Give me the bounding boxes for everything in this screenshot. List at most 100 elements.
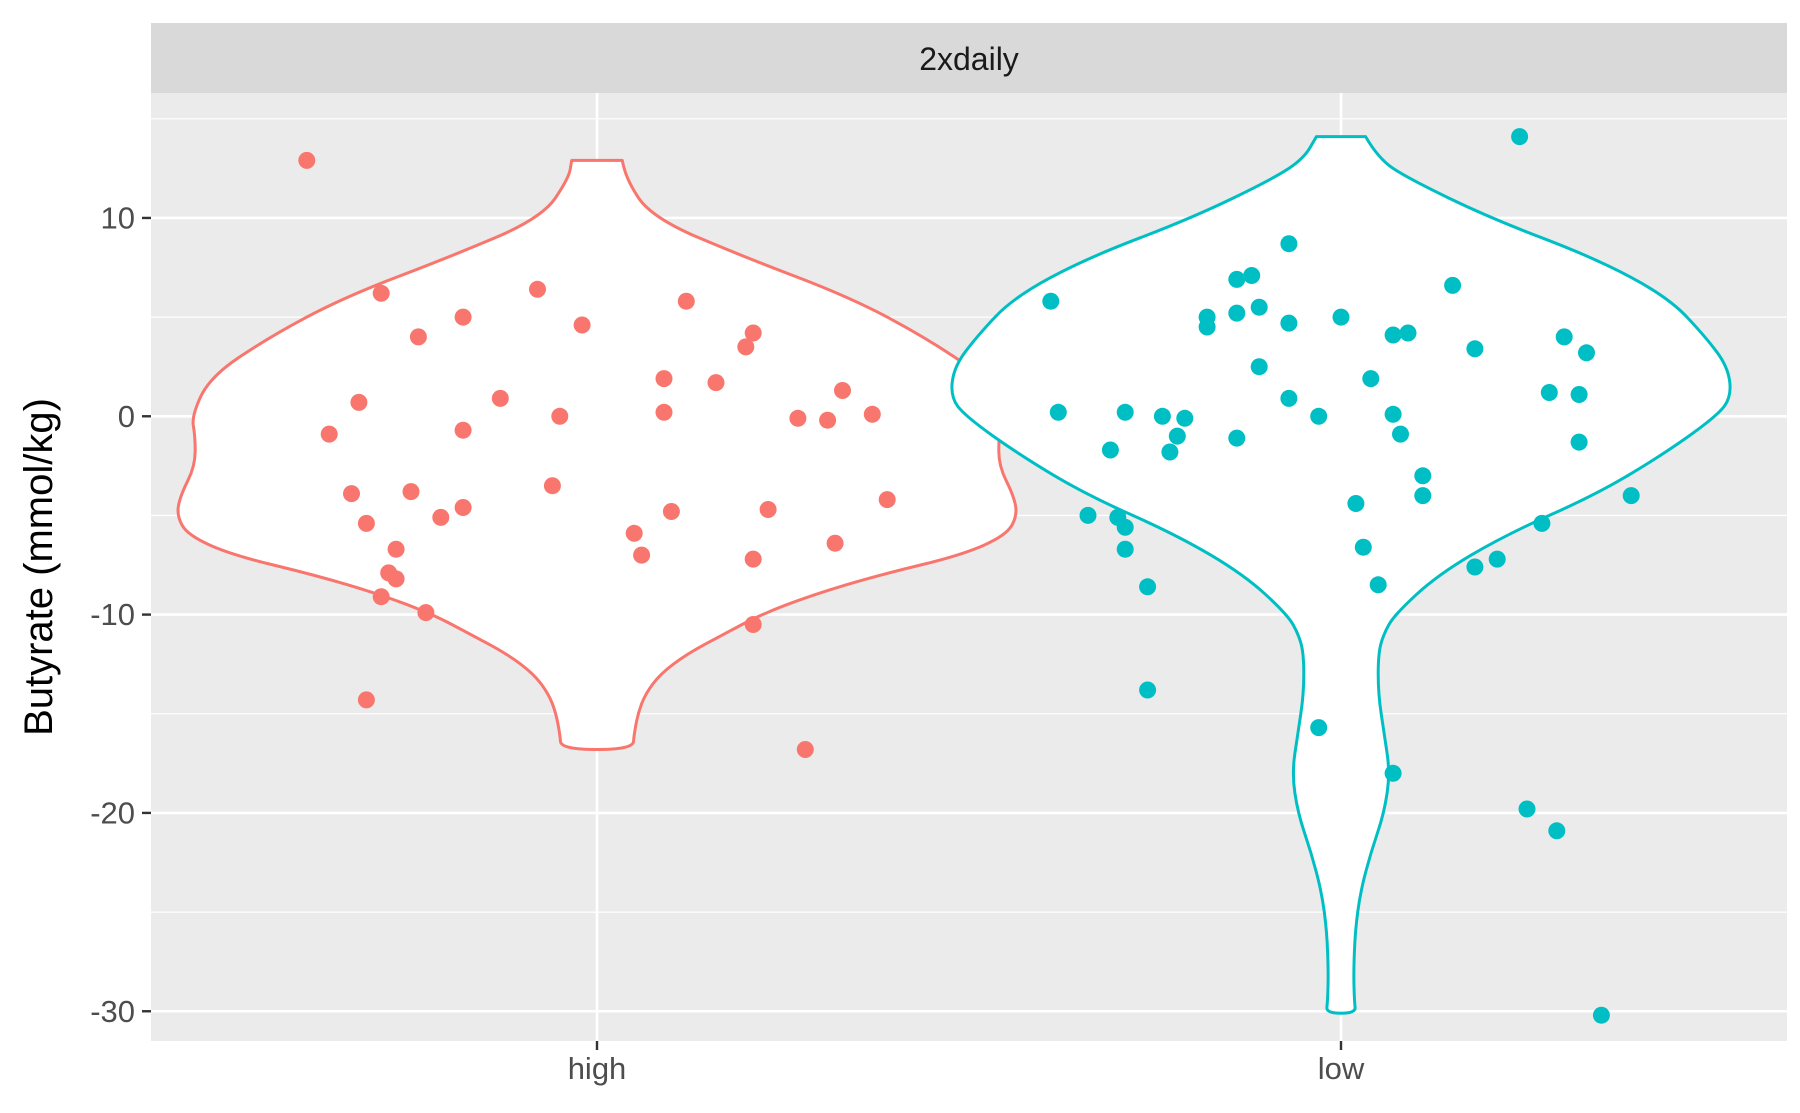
point-high xyxy=(796,741,814,758)
point-high xyxy=(826,534,844,552)
point-low xyxy=(1622,487,1640,505)
point-low xyxy=(1540,384,1558,401)
point-low xyxy=(1153,407,1171,425)
point-low xyxy=(1384,405,1402,423)
point-low xyxy=(1570,433,1588,451)
point-high xyxy=(491,389,509,407)
y-tick-label: 10 xyxy=(101,200,135,235)
point-high xyxy=(357,691,375,709)
point-low xyxy=(1116,403,1134,421)
point-high xyxy=(298,151,316,169)
facet-strip: 2xdaily xyxy=(151,23,1787,93)
point-high xyxy=(863,405,881,423)
point-low xyxy=(1250,298,1268,316)
point-low xyxy=(1518,800,1536,818)
point-low xyxy=(1466,340,1484,358)
point-low xyxy=(1176,409,1194,427)
facet-strip-background xyxy=(151,23,1787,93)
y-axis-title: Butyrate (mmol/kg) xyxy=(17,398,61,736)
point-high xyxy=(707,374,725,392)
point-high xyxy=(432,508,450,526)
point-low xyxy=(1161,443,1179,461)
point-low xyxy=(1310,407,1328,425)
point-high xyxy=(454,499,472,516)
point-high xyxy=(655,370,673,388)
point-low xyxy=(1139,578,1157,596)
point-low xyxy=(1570,386,1588,403)
point-low xyxy=(1280,235,1298,253)
point-low xyxy=(1310,719,1328,737)
point-high xyxy=(677,292,695,310)
y-tick-label: -20 xyxy=(90,795,135,830)
point-low xyxy=(1079,506,1097,524)
violins xyxy=(176,135,1732,1015)
point-low xyxy=(1042,292,1060,310)
point-high xyxy=(409,328,427,346)
point-high xyxy=(834,382,851,399)
point-high xyxy=(744,550,762,568)
point-low xyxy=(1228,429,1246,447)
point-high xyxy=(417,604,435,622)
point-low xyxy=(1399,324,1417,342)
data-points xyxy=(298,128,1640,1024)
point-low xyxy=(1198,308,1216,326)
point-high xyxy=(454,421,472,439)
x-tick-label-low: low xyxy=(1318,1051,1365,1086)
point-high xyxy=(551,407,569,425)
point-high xyxy=(655,403,673,421)
point-low xyxy=(1228,304,1246,322)
point-low xyxy=(1414,467,1432,485)
point-low xyxy=(1511,128,1529,146)
point-high xyxy=(402,483,420,501)
y-tick-label: -30 xyxy=(90,994,135,1029)
point-low xyxy=(1384,326,1402,344)
point-low xyxy=(1362,370,1380,388)
point-low xyxy=(1392,425,1409,443)
point-low xyxy=(1592,1006,1610,1024)
point-high xyxy=(759,501,777,518)
point-high xyxy=(320,425,338,443)
point-high xyxy=(387,570,405,588)
y-axis: 10 0 -10 -20 -30 xyxy=(90,200,151,1029)
point-low xyxy=(1384,764,1402,782)
point-low xyxy=(1101,441,1119,459)
point-high xyxy=(372,588,390,606)
point-high xyxy=(744,616,762,633)
point-high xyxy=(625,524,643,542)
point-low xyxy=(1243,267,1261,284)
point-high xyxy=(878,491,896,509)
point-high xyxy=(372,284,390,302)
point-high xyxy=(387,540,405,558)
point-high xyxy=(573,316,591,334)
point-high xyxy=(357,514,375,532)
point-low xyxy=(1116,518,1134,536)
point-high xyxy=(789,409,807,427)
point-high xyxy=(633,546,651,564)
point-low xyxy=(1280,314,1298,332)
point-high xyxy=(343,485,360,503)
point-low xyxy=(1369,576,1387,594)
point-high xyxy=(350,393,368,411)
point-low xyxy=(1347,495,1365,512)
point-low xyxy=(1466,558,1484,576)
point-low xyxy=(1116,540,1134,558)
point-high xyxy=(454,308,472,326)
point-high xyxy=(819,411,837,429)
point-low xyxy=(1533,514,1551,532)
point-low xyxy=(1280,389,1298,407)
point-low xyxy=(1049,403,1067,421)
point-low xyxy=(1555,328,1573,346)
point-low xyxy=(1228,270,1246,288)
point-low xyxy=(1578,344,1595,362)
point-low xyxy=(1332,308,1350,326)
y-tick-label: 0 xyxy=(118,399,135,434)
point-low xyxy=(1414,487,1432,505)
violin-low xyxy=(950,135,1732,1015)
x-axis: high low xyxy=(568,1041,1365,1086)
x-tick-label-high: high xyxy=(568,1051,627,1086)
point-low xyxy=(1139,681,1157,699)
point-low xyxy=(1354,538,1372,556)
point-high xyxy=(529,280,546,298)
point-high xyxy=(737,338,755,356)
